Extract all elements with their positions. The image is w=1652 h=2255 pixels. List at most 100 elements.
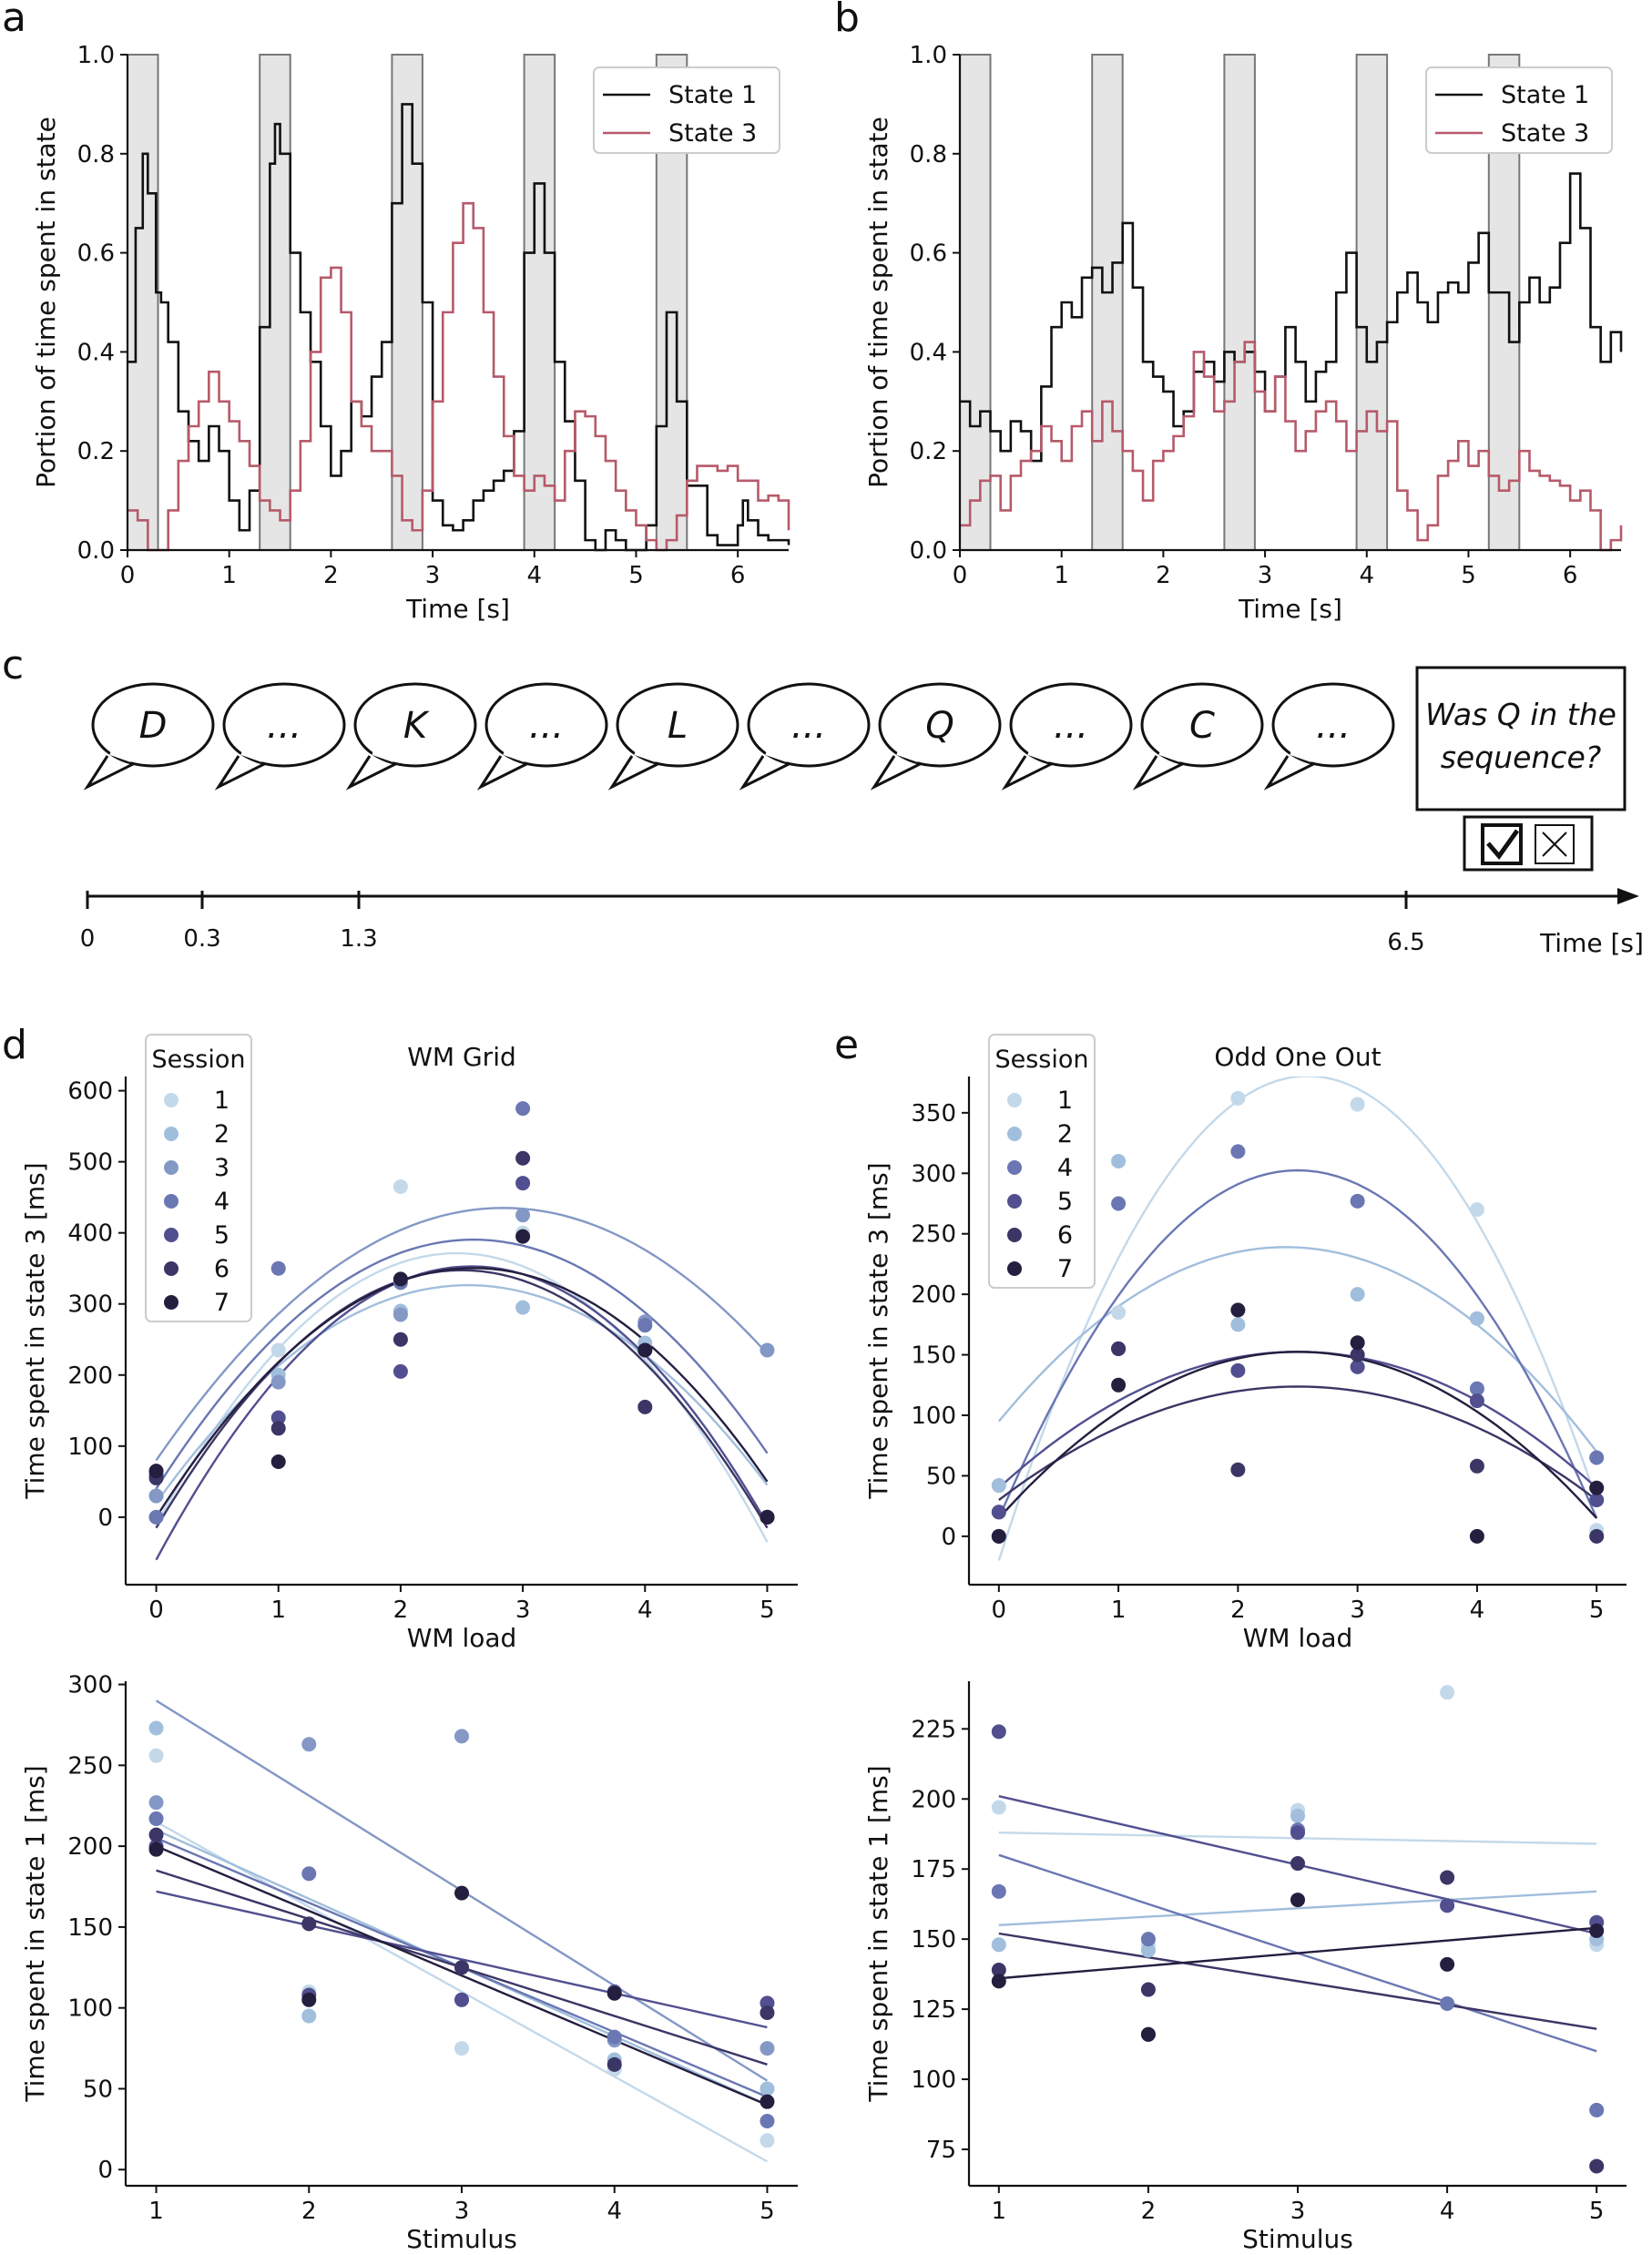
x-tick-label: 5: [1589, 1597, 1605, 1624]
data-point-session-4: [301, 1866, 317, 1882]
data-point-session-2: [1111, 1154, 1127, 1168]
speech-bubble-tail: [476, 755, 529, 791]
y-tick-label: 150: [67, 1914, 113, 1942]
data-point-session-5: [454, 1992, 469, 2007]
data-point-session-7: [1589, 1480, 1605, 1495]
data-point-session-6: [637, 1399, 653, 1414]
y-tick-label: 0.8: [910, 141, 947, 168]
data-point-session-6: [1290, 1856, 1305, 1872]
x-tick-label: 5: [1461, 562, 1476, 589]
speech-bubble-join: [634, 751, 657, 762]
x-tick-label: 0: [120, 562, 136, 589]
data-point-session-6: [1230, 1462, 1246, 1477]
y-tick-label: 0.6: [77, 240, 115, 268]
speech-bubble-tail: [1132, 755, 1185, 791]
timeline-tick-label: 1.3: [340, 925, 377, 953]
data-point-session-4: [1230, 1144, 1246, 1159]
timeline-tick-label: 0.3: [183, 925, 220, 953]
data-point-session-6: [270, 1421, 286, 1436]
fit-line-session-7: [997, 1351, 1598, 1519]
stimulus-window: [1223, 54, 1256, 551]
fit-line-session-6: [998, 1932, 1597, 2030]
legend-marker: [1007, 1261, 1022, 1276]
data-point-session-6: [1469, 1458, 1484, 1474]
data-point-session-2: [1140, 1943, 1156, 1958]
data-point-session-7: [515, 1229, 531, 1244]
check-box-icon: [1481, 823, 1523, 865]
y-tick-label: 225: [911, 1716, 956, 1743]
data-point-session-2: [1350, 1287, 1365, 1302]
fit-line-session-2: [998, 1890, 1597, 1926]
fit-line-session-5: [998, 1351, 1597, 1489]
speech-bubble-join: [765, 751, 788, 762]
data-point-session-5: [1440, 1898, 1455, 1913]
data-point-session-3: [454, 1729, 469, 1744]
speech-bubble: [222, 682, 346, 768]
data-point-session-6: [991, 1963, 1006, 1978]
data-point-session-3: [760, 1342, 775, 1358]
data-point-session-4: [270, 1260, 286, 1276]
legend-label: 4: [1057, 1154, 1073, 1182]
data-point-session-6: [1589, 2158, 1605, 2174]
data-point-session-5: [1589, 1493, 1605, 1507]
panel-letter-b: b: [834, 0, 860, 41]
fit-line-session-5: [156, 1890, 768, 2029]
legend-marker: [164, 1228, 178, 1242]
data-point-session-6: [1589, 1528, 1605, 1544]
x-tick-label: 1: [148, 2198, 164, 2225]
series-line-state-1: [127, 103, 790, 552]
y-tick-label: 350: [911, 1100, 956, 1128]
panel-letter-e: e: [834, 1022, 859, 1068]
data-point-session-1: [454, 2041, 469, 2056]
stimulus-letter: C: [1189, 705, 1215, 747]
series-line-state-1: [960, 172, 1623, 463]
speech-bubble-tail: [345, 755, 398, 791]
data-point-session-7: [991, 1528, 1006, 1544]
data-point-session-4: [760, 2113, 775, 2128]
x-tick-label: 2: [393, 1597, 409, 1624]
y-tick-label: 100: [911, 1403, 956, 1430]
stimulus-window: [1355, 54, 1389, 551]
stimulus-letter: D: [139, 705, 168, 747]
plot-title: WM Grid: [407, 1042, 516, 1072]
data-point-session-5: [991, 1505, 1006, 1520]
stimulus-letter: ...: [791, 705, 826, 747]
data-point-session-7: [637, 1342, 653, 1358]
speech-bubble-tail: [83, 755, 136, 791]
data-point-session-4: [515, 1101, 531, 1117]
y-tick-label: 300: [67, 1672, 113, 1699]
x-axis-label: Stimulus: [1242, 2224, 1353, 2254]
x-tick-label: 4: [1359, 562, 1374, 589]
legend-label: 2: [1057, 1120, 1073, 1148]
legend-label: 1: [1057, 1087, 1073, 1115]
fit-line-session-2: [997, 1246, 1598, 1453]
data-point-session-7: [148, 1464, 164, 1479]
x-tick-label: 1: [992, 2198, 1007, 2225]
data-point-session-7: [301, 1992, 317, 2007]
data-point-session-4: [607, 2029, 622, 2045]
x-tick-label: 5: [760, 2198, 775, 2225]
data-point-session-4: [1589, 2102, 1605, 2117]
x-tick-label: 5: [1589, 2198, 1605, 2225]
data-point-session-7: [454, 1885, 469, 1901]
x-tick-label: 3: [425, 562, 441, 589]
legend-title: Session: [994, 1046, 1088, 1074]
data-point-session-5: [515, 1176, 531, 1191]
fit-line-session-6: [998, 1385, 1597, 1501]
stimulus-letter: ...: [1316, 705, 1351, 747]
y-tick-label: 300: [911, 1160, 956, 1188]
legend-label: 6: [214, 1255, 229, 1283]
data-point-session-5: [1230, 1362, 1246, 1378]
y-tick-label: 0.4: [910, 339, 947, 366]
legend-label: 1: [214, 1087, 229, 1115]
data-point-session-7: [1111, 1377, 1127, 1393]
timeline-tick-label: 6.5: [1387, 929, 1424, 956]
legend-marker: [164, 1295, 178, 1310]
legend-marker: [164, 1127, 178, 1141]
speech-bubble: [1009, 682, 1133, 768]
x-tick-label: 6: [1563, 562, 1578, 589]
speech-bubble: [1271, 682, 1395, 768]
x-tick-label: 3: [454, 2198, 470, 2225]
data-point-session-1: [1440, 1685, 1455, 1700]
x-axis-label: WM load: [407, 1623, 517, 1653]
